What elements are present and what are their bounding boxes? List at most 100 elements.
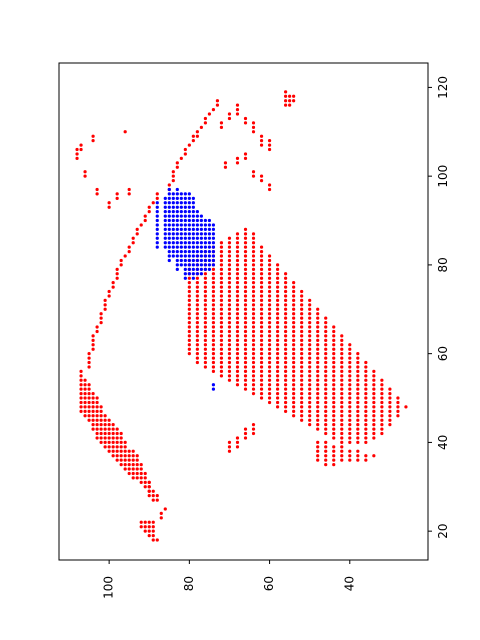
scatter-point (292, 356, 296, 360)
scatter-point (259, 134, 264, 138)
scatter-point (223, 165, 228, 169)
scatter-point (275, 400, 280, 405)
scatter-point (235, 325, 240, 329)
scatter-point (211, 316, 216, 320)
scatter-point (99, 418, 103, 422)
scatter-point (324, 427, 328, 431)
scatter-point (151, 520, 155, 524)
scatter-point (155, 232, 159, 236)
scatter-point (195, 245, 199, 249)
scatter-point (308, 347, 312, 351)
scatter-point (251, 272, 256, 276)
scatter-point (332, 365, 336, 369)
scatter-point (219, 294, 224, 298)
scatter-point (87, 400, 91, 405)
scatter-point (183, 227, 187, 232)
scatter-point (103, 307, 107, 311)
scatter-point (316, 316, 320, 320)
scatter-point (227, 112, 232, 116)
scatter-point (95, 418, 99, 422)
scatter-point (227, 449, 232, 453)
scatter-point (135, 471, 139, 476)
scatter-point (284, 94, 288, 98)
scatter-point (251, 236, 256, 240)
scatter-point (364, 383, 368, 387)
scatter-point (275, 307, 280, 311)
scatter-point (267, 143, 272, 147)
scatter-point (300, 360, 304, 365)
scatter-point (380, 378, 384, 382)
scatter-point (288, 99, 292, 103)
scatter-point (87, 365, 91, 369)
scatter-point (171, 236, 175, 240)
scatter-point (171, 196, 175, 200)
scatter-point (107, 201, 111, 205)
scatter-point (171, 214, 175, 218)
scatter-point (155, 205, 159, 209)
scatter-point (251, 360, 256, 365)
scatter-point (167, 227, 171, 232)
scatter-point (348, 356, 352, 360)
scatter-point (316, 334, 320, 338)
scatter-point (187, 201, 191, 205)
scatter-point (300, 316, 304, 320)
red-series (75, 90, 408, 542)
scatter-point (143, 218, 147, 223)
scatter-point (243, 325, 248, 329)
scatter-point (203, 298, 207, 303)
scatter-point (111, 445, 115, 449)
scatter-point (147, 205, 151, 209)
scatter-point (332, 343, 336, 347)
scatter-point (83, 405, 87, 409)
scatter-point (187, 249, 191, 254)
scatter-point (324, 360, 328, 365)
scatter-point (183, 258, 187, 263)
scatter-point (332, 454, 336, 458)
scatter-point (179, 192, 183, 196)
scatter-point (227, 445, 232, 449)
scatter-point (99, 423, 103, 427)
scatter-point (211, 325, 216, 329)
scatter-point (251, 383, 256, 387)
scatter-point (227, 356, 232, 360)
scatter-point (171, 192, 175, 196)
scatter-point (243, 263, 248, 267)
scatter-point (356, 405, 360, 409)
scatter-point (187, 143, 191, 147)
scatter-point (308, 316, 312, 320)
scatter-point (251, 338, 256, 342)
scatter-point (227, 267, 232, 271)
scatter-point (83, 383, 87, 387)
scatter-point (292, 94, 296, 98)
scatter-point (235, 258, 240, 263)
scatter-point (203, 281, 207, 285)
scatter-point (219, 356, 224, 360)
scatter-point (199, 267, 203, 271)
scatter-point (364, 387, 368, 391)
scatter-point (227, 272, 232, 276)
scatter-point (275, 312, 280, 316)
scatter-point (259, 281, 264, 285)
scatter-point (99, 320, 103, 325)
scatter-point (187, 325, 191, 329)
scatter-point (211, 249, 216, 254)
scatter-point (203, 365, 207, 369)
scatter-point (203, 329, 207, 334)
scatter-point (191, 205, 195, 209)
scatter-point (332, 431, 336, 436)
scatter-point (356, 431, 360, 436)
scatter-point (332, 436, 336, 440)
scatter-point (187, 334, 191, 338)
scatter-point (308, 423, 312, 427)
scatter-point (235, 338, 240, 342)
scatter-point (207, 245, 212, 249)
scatter-point (235, 232, 240, 236)
scatter-point (284, 312, 288, 316)
scatter-point (227, 325, 232, 329)
scatter-point (235, 320, 240, 325)
scatter-point (91, 427, 95, 431)
scatter-point (99, 431, 103, 436)
scatter-point (251, 374, 256, 378)
scatter-point (235, 440, 240, 445)
scatter-point (119, 440, 123, 445)
